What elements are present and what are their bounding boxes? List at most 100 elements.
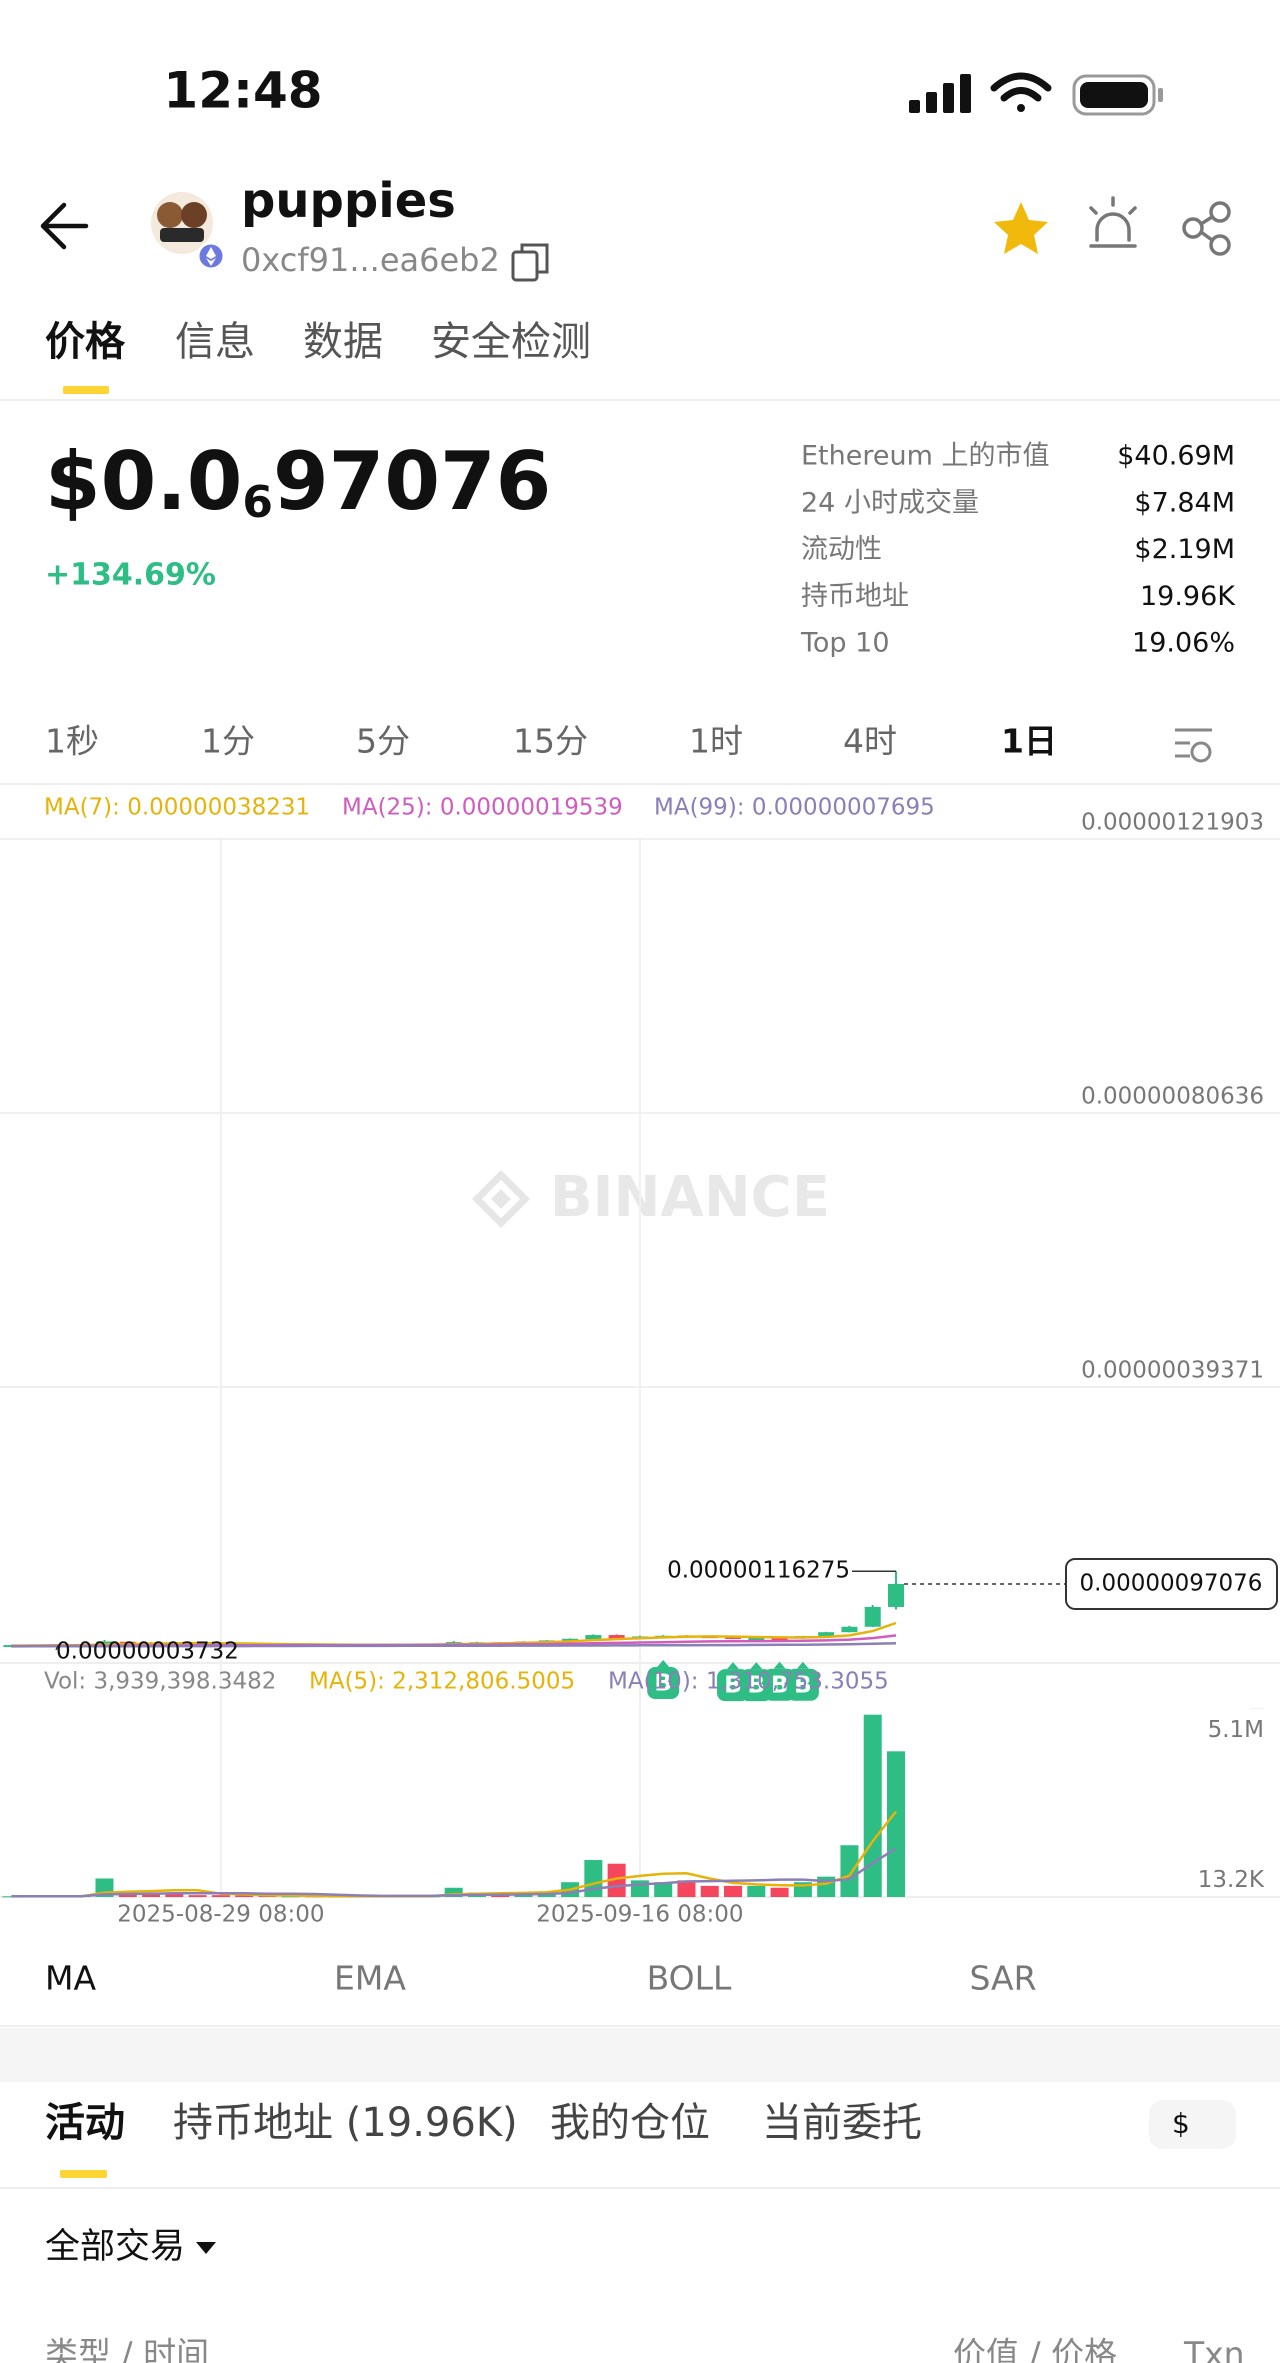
activity-tabs: 活动 持币地址 (19.96K) 我的仓位 当前委托 xyxy=(45,2100,922,2146)
volume-bar xyxy=(840,1845,859,1897)
price-chart: 0.00000121903 0.00000080636 0.00000039371 2… xyxy=(0,795,1280,1928)
favorite-button[interactable] xyxy=(994,202,1048,254)
wifi-icon xyxy=(990,72,1052,112)
tab[interactable]: 价格 xyxy=(45,319,126,365)
timeframe[interactable]: 1秒 xyxy=(45,722,99,761)
trade-marker-label: B xyxy=(724,1673,742,1699)
price-zeros: 6 xyxy=(242,477,273,528)
x-tick-label: 2025-08-29 08:00 xyxy=(117,1902,324,1928)
candle-body xyxy=(562,1638,579,1641)
activity-tab[interactable]: 当前委托 xyxy=(762,2100,922,2146)
trade-marker xyxy=(796,1661,809,1669)
timeframe-bar: 1秒 1分 5分 15分 1时 4时 1日 xyxy=(45,722,1057,761)
tab-indicator xyxy=(63,386,109,394)
volume-ma-line xyxy=(11,1810,897,1898)
timeframe[interactable]: 1日 xyxy=(1001,722,1057,761)
activity-tab[interactable]: 我的仓位 xyxy=(550,2100,710,2146)
price-digits: 97076 xyxy=(273,435,551,528)
price-change: +134.69% xyxy=(45,558,216,593)
currency-toggle[interactable] xyxy=(1149,2100,1236,2149)
timeframe[interactable]: 5分 xyxy=(356,722,410,761)
volume-bar xyxy=(444,1887,463,1897)
activity-tab[interactable]: 活动 xyxy=(45,2100,125,2146)
stat-label: Top 10 xyxy=(800,628,890,659)
chart-settings[interactable] xyxy=(1175,728,1212,763)
alert-button[interactable] xyxy=(1089,196,1137,248)
trade-marker xyxy=(647,1666,680,1699)
activity-tab[interactable]: 持币地址 (19.96K) xyxy=(173,2100,518,2146)
currency-label: $ xyxy=(1172,2107,1190,2140)
indicator-bar: MA EMA BOLL SAR xyxy=(45,1959,1037,1998)
volume-ma-line xyxy=(11,1847,897,1898)
stat-value: $7.84M xyxy=(1134,487,1235,518)
share-button[interactable] xyxy=(1182,201,1231,256)
candle-body xyxy=(96,1641,113,1645)
indicator-tab[interactable]: EMA xyxy=(334,1959,406,1998)
volume-bar xyxy=(607,1863,626,1897)
candle-body xyxy=(864,1606,881,1627)
candle-body xyxy=(771,1638,788,1641)
volume-bar xyxy=(235,1895,254,1897)
tab[interactable]: 信息 xyxy=(175,319,255,365)
low-pointer xyxy=(55,1645,59,1651)
last-price-label: 0.00000097076 xyxy=(1080,1570,1263,1596)
volume-bar xyxy=(211,1895,230,1897)
indicator-tab[interactable]: SAR xyxy=(969,1959,1036,1998)
stat-value: $2.19M xyxy=(1134,534,1235,565)
token-address: 0xcf91...ea6eb2 xyxy=(241,241,500,279)
tab[interactable]: 数据 xyxy=(303,319,383,365)
volume-legend: Vol: 3,939,398.3482 xyxy=(44,1669,276,1695)
y-tick-label: 0.00000080636 xyxy=(1081,1083,1264,1109)
volume-tick-label: 5.1M xyxy=(1208,1717,1264,1743)
x-tick-label: 2025-09-16 08:00 xyxy=(536,1902,743,1928)
watermark-logo xyxy=(472,1170,530,1228)
tab-indicator xyxy=(60,2170,107,2178)
stat-value: 19.96K xyxy=(1140,581,1236,612)
tab[interactable]: 安全检测 xyxy=(431,319,591,365)
candle-body xyxy=(725,1636,742,1639)
watermark: BINANCE xyxy=(550,1165,830,1230)
volume-bar xyxy=(677,1880,696,1897)
volume-bar xyxy=(654,1882,673,1897)
volume-bar xyxy=(584,1860,603,1897)
trade-marker-label: B xyxy=(654,1670,672,1696)
trade-marker xyxy=(786,1668,819,1701)
y-tick-label: 0.00000121903 xyxy=(1081,810,1264,836)
column-header: Txn xyxy=(1183,2335,1245,2363)
timeframe[interactable]: 1分 xyxy=(201,722,255,761)
timeframe[interactable]: 1时 xyxy=(689,722,743,761)
stats: Ethereum 上的市值 $40.69M 24 小时成交量 $7.84M 流动性 $2.… xyxy=(800,441,1236,659)
stat-label: 流动性 xyxy=(801,534,882,565)
trade-marker-label: B xyxy=(794,1672,812,1698)
candle-body xyxy=(608,1635,625,1639)
stat-label: 24 小时成交量 xyxy=(801,487,979,518)
last-price-box xyxy=(1065,1557,1278,1610)
copy-button[interactable] xyxy=(511,243,549,282)
candle-body xyxy=(888,1583,904,1607)
filter-dropdown[interactable]: 全部交易 xyxy=(45,2227,185,2267)
volume-bar xyxy=(2,1896,21,1898)
timeframe[interactable]: 4时 xyxy=(843,722,897,761)
volume-ma-legend: MA(5): 2,312,806.5005 xyxy=(309,1669,575,1695)
section-gap xyxy=(0,2028,1280,2082)
ma-legend: MA(25): 0.00000019539 xyxy=(342,795,623,821)
volume-bar xyxy=(188,1895,207,1897)
trade-marker xyxy=(727,1662,740,1670)
table-header: 类型 / 时间 价值 / 价格 Txn xyxy=(45,2335,1245,2363)
volume-bar xyxy=(281,1896,300,1898)
trade-marker xyxy=(773,1661,786,1669)
timeframe[interactable]: 15分 xyxy=(513,722,588,761)
indicator-tab[interactable]: BOLL xyxy=(647,1959,732,1998)
price: $0.0697076 xyxy=(45,435,551,528)
back-button[interactable] xyxy=(40,202,89,250)
volume-bar xyxy=(165,1893,184,1897)
dropdown-arrow xyxy=(196,2242,216,2254)
indicator-tab[interactable]: MA xyxy=(45,1959,96,1998)
stat-label: 持币地址 xyxy=(801,581,909,612)
volume-ma-legend: MA(10): 1,310,753.3055 xyxy=(608,1669,889,1695)
trade-marker xyxy=(657,1659,670,1667)
low-label: 0.00000003732 xyxy=(56,1638,239,1664)
trade-marker xyxy=(750,1662,763,1670)
